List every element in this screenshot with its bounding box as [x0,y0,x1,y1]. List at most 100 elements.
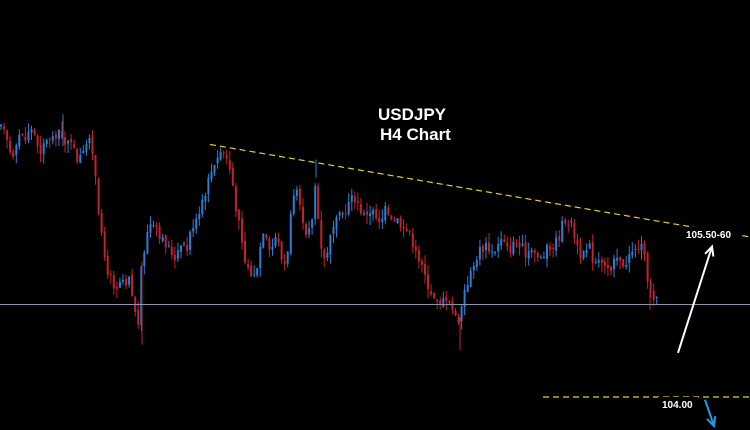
candle-body [451,301,454,310]
candle-body [405,229,408,231]
candle-body [652,290,655,300]
candle-body [567,224,570,226]
candle-body [51,136,54,141]
candle-body [36,136,39,147]
candle-body [61,131,63,138]
candle-body [341,213,344,215]
candle-body [48,139,51,141]
candle-body [57,129,60,139]
candle-body [643,242,646,255]
candle-body [286,251,289,264]
candle-body [503,239,506,242]
candle-body [445,297,448,302]
candle-body [594,261,597,263]
candle-body [478,247,481,260]
candle-body [244,241,246,263]
candle-body [0,124,2,127]
candle-body [542,257,545,259]
candle-body [637,248,640,251]
candle-body [546,244,548,259]
candle-body [268,238,271,250]
candle-body [42,143,45,155]
candle-body [15,145,18,156]
candle-body [155,225,158,227]
candle-body [180,245,182,252]
candle-body [539,256,542,258]
candle-body [466,284,469,292]
candle-body [67,140,70,144]
candle-body [207,177,210,195]
candle-body [305,224,307,235]
candle-body [234,186,237,212]
candle-body [27,132,30,141]
candle-body [271,246,274,250]
candle-body [512,242,515,255]
candle-body [506,242,509,247]
candle-body [122,280,124,282]
candle-body [189,232,192,250]
candle-body [338,212,341,216]
candle-body [585,250,588,253]
candle-body [555,237,558,251]
candle-body [430,291,433,295]
candle-body [204,196,207,202]
candle-body [323,249,326,259]
candle-body [573,222,576,238]
candle-body [170,246,173,256]
candle-body [302,206,304,223]
candle-body [12,151,15,157]
candle-body [509,245,512,254]
candle-body [320,220,323,249]
candle-body [564,219,567,224]
candle-body [195,218,198,229]
candle-body [94,155,97,177]
candle-body [24,136,27,141]
candle-body [402,227,405,229]
candle-body [350,195,353,202]
candle-body [366,211,368,215]
candle-body [454,310,457,316]
candle-body [628,254,631,263]
candle-body [457,317,460,323]
candle-body [295,189,298,196]
candle-body [610,267,612,271]
candle-body [146,232,149,254]
arrow-head [704,244,715,257]
candle-body [76,148,79,162]
candle-body [198,213,201,220]
candle-body [558,236,561,241]
candle-body [597,260,600,263]
candle-body [131,274,134,296]
candle-body [622,259,625,267]
candle-body [308,228,311,235]
candle-body [417,250,420,262]
candle-body [530,250,533,253]
candle-body [109,274,112,276]
candle-body [219,151,222,160]
resistance-level-label: 105.50-60 [686,230,731,241]
candle-body [335,217,338,229]
candle-body [85,144,88,153]
candle-body [606,264,609,268]
candle-body [265,234,268,238]
candle-body [137,310,140,325]
candle-body [655,296,658,298]
candle-body [616,257,619,261]
candle-body [103,231,106,258]
candle-body [414,246,417,251]
candle-body [420,261,423,265]
candle-body [582,251,585,259]
candle-body [18,134,21,147]
candle-body [500,239,503,246]
candle-body [579,245,582,259]
candle-body [625,265,628,267]
candle-body [186,245,189,251]
candle-body [424,264,426,275]
candle-body [30,129,33,133]
candle-body [192,228,195,232]
candle-body [649,281,652,290]
candle-body [39,144,42,155]
candle-body [222,152,225,154]
candle-body [527,251,530,259]
